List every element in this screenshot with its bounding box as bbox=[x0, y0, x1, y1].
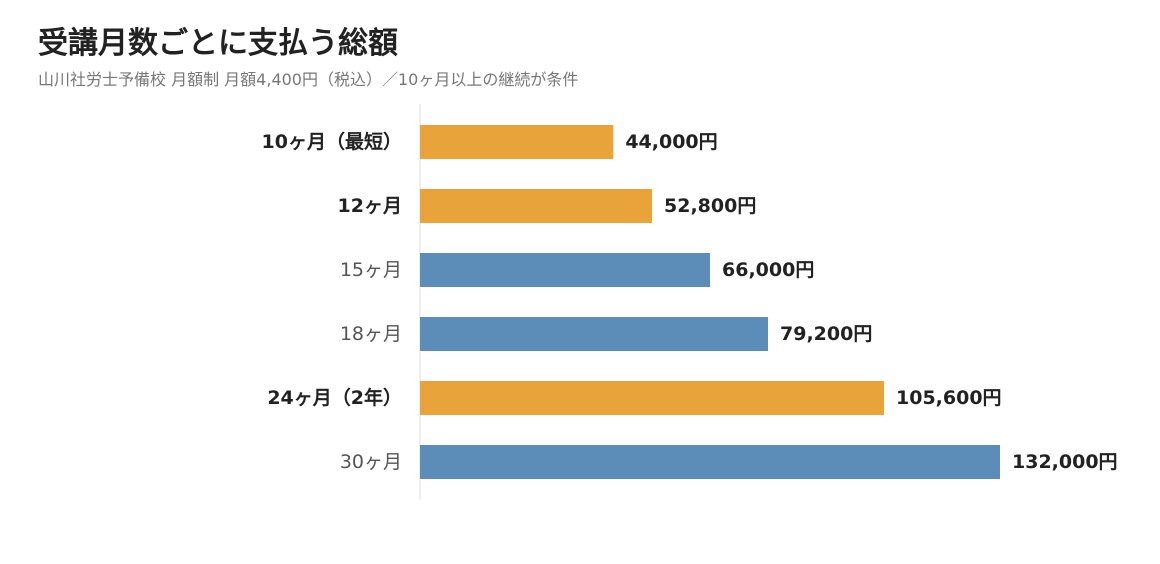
category-label: 15ヶ月 bbox=[340, 259, 402, 281]
value-label: 132,000円 bbox=[1012, 451, 1118, 473]
bar bbox=[420, 125, 614, 159]
bar bbox=[420, 317, 768, 351]
bar bbox=[420, 189, 652, 223]
value-label: 66,000円 bbox=[722, 259, 814, 281]
value-label: 79,200円 bbox=[780, 323, 872, 345]
category-label: 24ヶ月（2年） bbox=[267, 386, 402, 409]
category-label: 10ヶ月（最短） bbox=[262, 130, 402, 153]
value-label: 44,000円 bbox=[625, 131, 717, 153]
chart-subtitle: 山川社労士予備校 月額制 月額4,400円（税込）／10ヶ月以上の継続が条件 bbox=[38, 70, 579, 89]
chart-title: 受講月数ごとに支払う総額 bbox=[38, 26, 398, 61]
value-label: 105,600円 bbox=[896, 387, 1002, 409]
bar bbox=[420, 445, 1000, 479]
category-label: 18ヶ月 bbox=[340, 323, 402, 345]
category-label: 30ヶ月 bbox=[340, 451, 402, 473]
bar bbox=[420, 381, 884, 415]
category-label: 12ヶ月 bbox=[338, 195, 402, 217]
bar bbox=[420, 253, 710, 287]
value-label: 52,800円 bbox=[664, 195, 756, 217]
